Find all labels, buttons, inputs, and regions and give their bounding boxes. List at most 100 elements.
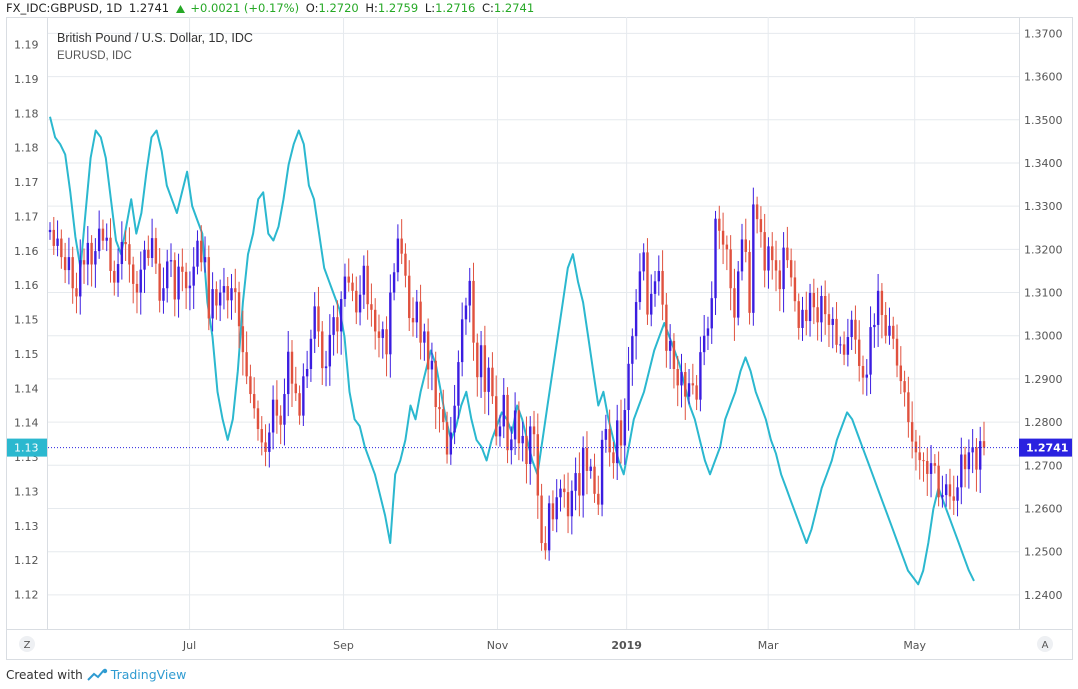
candle-body (419, 301, 422, 343)
candle-body (339, 299, 343, 332)
candle-body (892, 325, 895, 339)
candle-body (737, 271, 740, 318)
candle-body (661, 270, 664, 305)
candle-body (52, 229, 55, 246)
open-value: 1.2720 (318, 1, 359, 15)
candle-body (952, 496, 955, 501)
candle-body (302, 376, 305, 416)
candle-body (184, 271, 188, 289)
candle-body (839, 344, 842, 346)
candle-body (483, 345, 487, 392)
right-axis[interactable]: 1.3700 1.3600 1.3500 1.3400 1.3300 1.3200 1.31… (1024, 27, 1063, 601)
candle-body (721, 230, 725, 245)
candle-body (94, 251, 97, 265)
candle-body (423, 331, 426, 343)
candle-body (729, 249, 732, 289)
candle-body (218, 292, 222, 306)
candle-body (910, 422, 914, 442)
symbol-header: FX_IDC:GBPUSD, 1D 1.2741 +0.0021 (+0.17%… (6, 0, 537, 16)
left-axis-tick-label: 1.17 (14, 210, 39, 223)
candle-body (699, 352, 702, 400)
legend-compare-series[interactable]: EURUSD, IDC (57, 50, 132, 62)
candle-body (404, 253, 407, 276)
candle-body (143, 249, 146, 270)
candle-body (861, 365, 865, 378)
candle-body (101, 228, 105, 241)
tradingview-brand[interactable]: TradingView (110, 667, 187, 682)
candle-body (105, 237, 108, 241)
candle-body (271, 399, 275, 433)
candle-body (332, 317, 335, 335)
candle-body (97, 228, 101, 252)
candle-body (381, 329, 384, 338)
candle-body (370, 304, 373, 310)
candle-body (585, 448, 589, 471)
created-with-label: Created with (6, 667, 83, 682)
candle-body (789, 260, 793, 278)
left-axis[interactable]: 1.19 1.19 1.18 1.18 1.17 1.17 1.16 1.16 1.15 1.15… (14, 39, 39, 602)
candle-body (710, 298, 713, 329)
candle-body (944, 484, 948, 496)
high-label: H: (365, 1, 378, 15)
high-value: 1.2759 (377, 1, 419, 15)
left-axis-tick-label: 1.19 (14, 39, 39, 52)
candle-body (740, 239, 744, 272)
candle-body (623, 410, 626, 446)
candle-body (880, 290, 884, 316)
candle-body (650, 293, 653, 315)
candle-body (612, 452, 615, 464)
candle-body (778, 270, 782, 290)
candle-body (351, 282, 354, 291)
candle-body (854, 319, 857, 340)
candle-body (476, 342, 479, 378)
candle-body (979, 441, 982, 470)
auto-scale-button[interactable]: A (1037, 636, 1053, 652)
candle-body (517, 410, 521, 444)
candle-body (895, 338, 899, 366)
candle-body (124, 242, 127, 245)
candle-body (120, 242, 124, 265)
candle-body (256, 408, 260, 430)
candle-body (442, 409, 445, 423)
candle-body (147, 249, 150, 258)
candle-body (941, 495, 944, 498)
candle-body (411, 318, 415, 323)
candle-body (805, 309, 808, 322)
candle-body (408, 275, 411, 319)
candle-body (634, 302, 638, 337)
symbol-label[interactable]: FX_IDC:GBPUSD, 1D (6, 1, 123, 15)
candle-body (581, 448, 585, 496)
candle-body (907, 392, 910, 423)
candle-body (578, 473, 581, 496)
candle-body (154, 238, 158, 264)
candle-body (975, 447, 978, 470)
candle-body (90, 242, 93, 265)
candle-body (899, 365, 903, 382)
right-last-price-badge (1019, 438, 1072, 457)
right-axis-tick-label: 1.3000 (1024, 330, 1063, 343)
candle-body (960, 454, 963, 488)
candle-body (279, 415, 282, 425)
candle-body (468, 280, 471, 306)
candle-body (366, 265, 369, 305)
candle-body (638, 271, 642, 303)
candle-body (850, 319, 853, 338)
left-axis-tick-label: 1.12 (14, 554, 39, 567)
candle-body (627, 363, 630, 411)
legend-main-series[interactable]: British Pound / U.S. Dollar, 1D, IDC (57, 31, 253, 45)
candle-body (324, 366, 328, 369)
low-label: L: (424, 1, 436, 15)
candle-body (668, 340, 672, 351)
candle-body (502, 394, 505, 427)
candle-body (479, 345, 483, 378)
zoom-button-left[interactable]: Z (19, 636, 35, 652)
close-label: C: (482, 1, 494, 15)
candle-body (75, 288, 78, 297)
candle-body (506, 394, 509, 451)
candle-body (328, 334, 332, 367)
change-value: +0.0021 (+0.17%) (190, 1, 300, 15)
candle-body (646, 252, 649, 315)
candle-body (510, 439, 513, 451)
time-axis[interactable]: Jul Sep Nov 2019 Mar May (182, 639, 927, 652)
